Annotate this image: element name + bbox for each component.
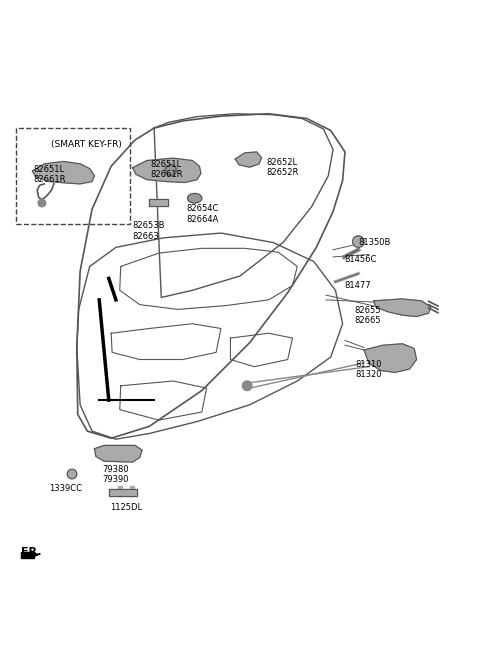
Polygon shape — [22, 552, 34, 558]
Text: 81350B: 81350B — [359, 238, 391, 247]
Bar — [130, 486, 134, 497]
Bar — [149, 198, 168, 206]
Text: FR.: FR. — [22, 547, 42, 557]
Text: (SMART KEY-FR): (SMART KEY-FR) — [51, 140, 122, 149]
Circle shape — [38, 199, 46, 207]
Bar — [109, 489, 137, 497]
Polygon shape — [364, 344, 417, 373]
Polygon shape — [95, 445, 142, 462]
Circle shape — [67, 469, 77, 479]
Polygon shape — [33, 162, 95, 184]
Bar — [149, 198, 168, 206]
Bar — [109, 489, 137, 497]
Text: 81477: 81477 — [344, 281, 371, 290]
Circle shape — [353, 236, 364, 248]
Polygon shape — [235, 152, 262, 167]
Text: 82653B
82663: 82653B 82663 — [132, 221, 165, 240]
Text: 1125DL: 1125DL — [110, 503, 143, 512]
Circle shape — [165, 164, 177, 176]
Ellipse shape — [188, 193, 202, 203]
Text: 82652L
82652R: 82652L 82652R — [266, 158, 299, 177]
Text: 81456C: 81456C — [344, 254, 376, 263]
Circle shape — [167, 166, 175, 174]
Bar — [16, 128, 130, 223]
Text: 81310
81320: 81310 81320 — [356, 359, 382, 379]
Text: 82654C
82664A: 82654C 82664A — [187, 204, 219, 224]
Text: 82655
82665: 82655 82665 — [355, 306, 381, 325]
Text: 82651L
82661R: 82651L 82661R — [150, 160, 183, 179]
Bar — [118, 486, 122, 497]
Text: 1339CC: 1339CC — [49, 484, 82, 493]
Text: 79380
79390: 79380 79390 — [103, 464, 129, 484]
Polygon shape — [373, 299, 431, 317]
Polygon shape — [132, 158, 201, 183]
Text: 82651L
82661R: 82651L 82661R — [34, 165, 66, 184]
Circle shape — [242, 381, 252, 390]
